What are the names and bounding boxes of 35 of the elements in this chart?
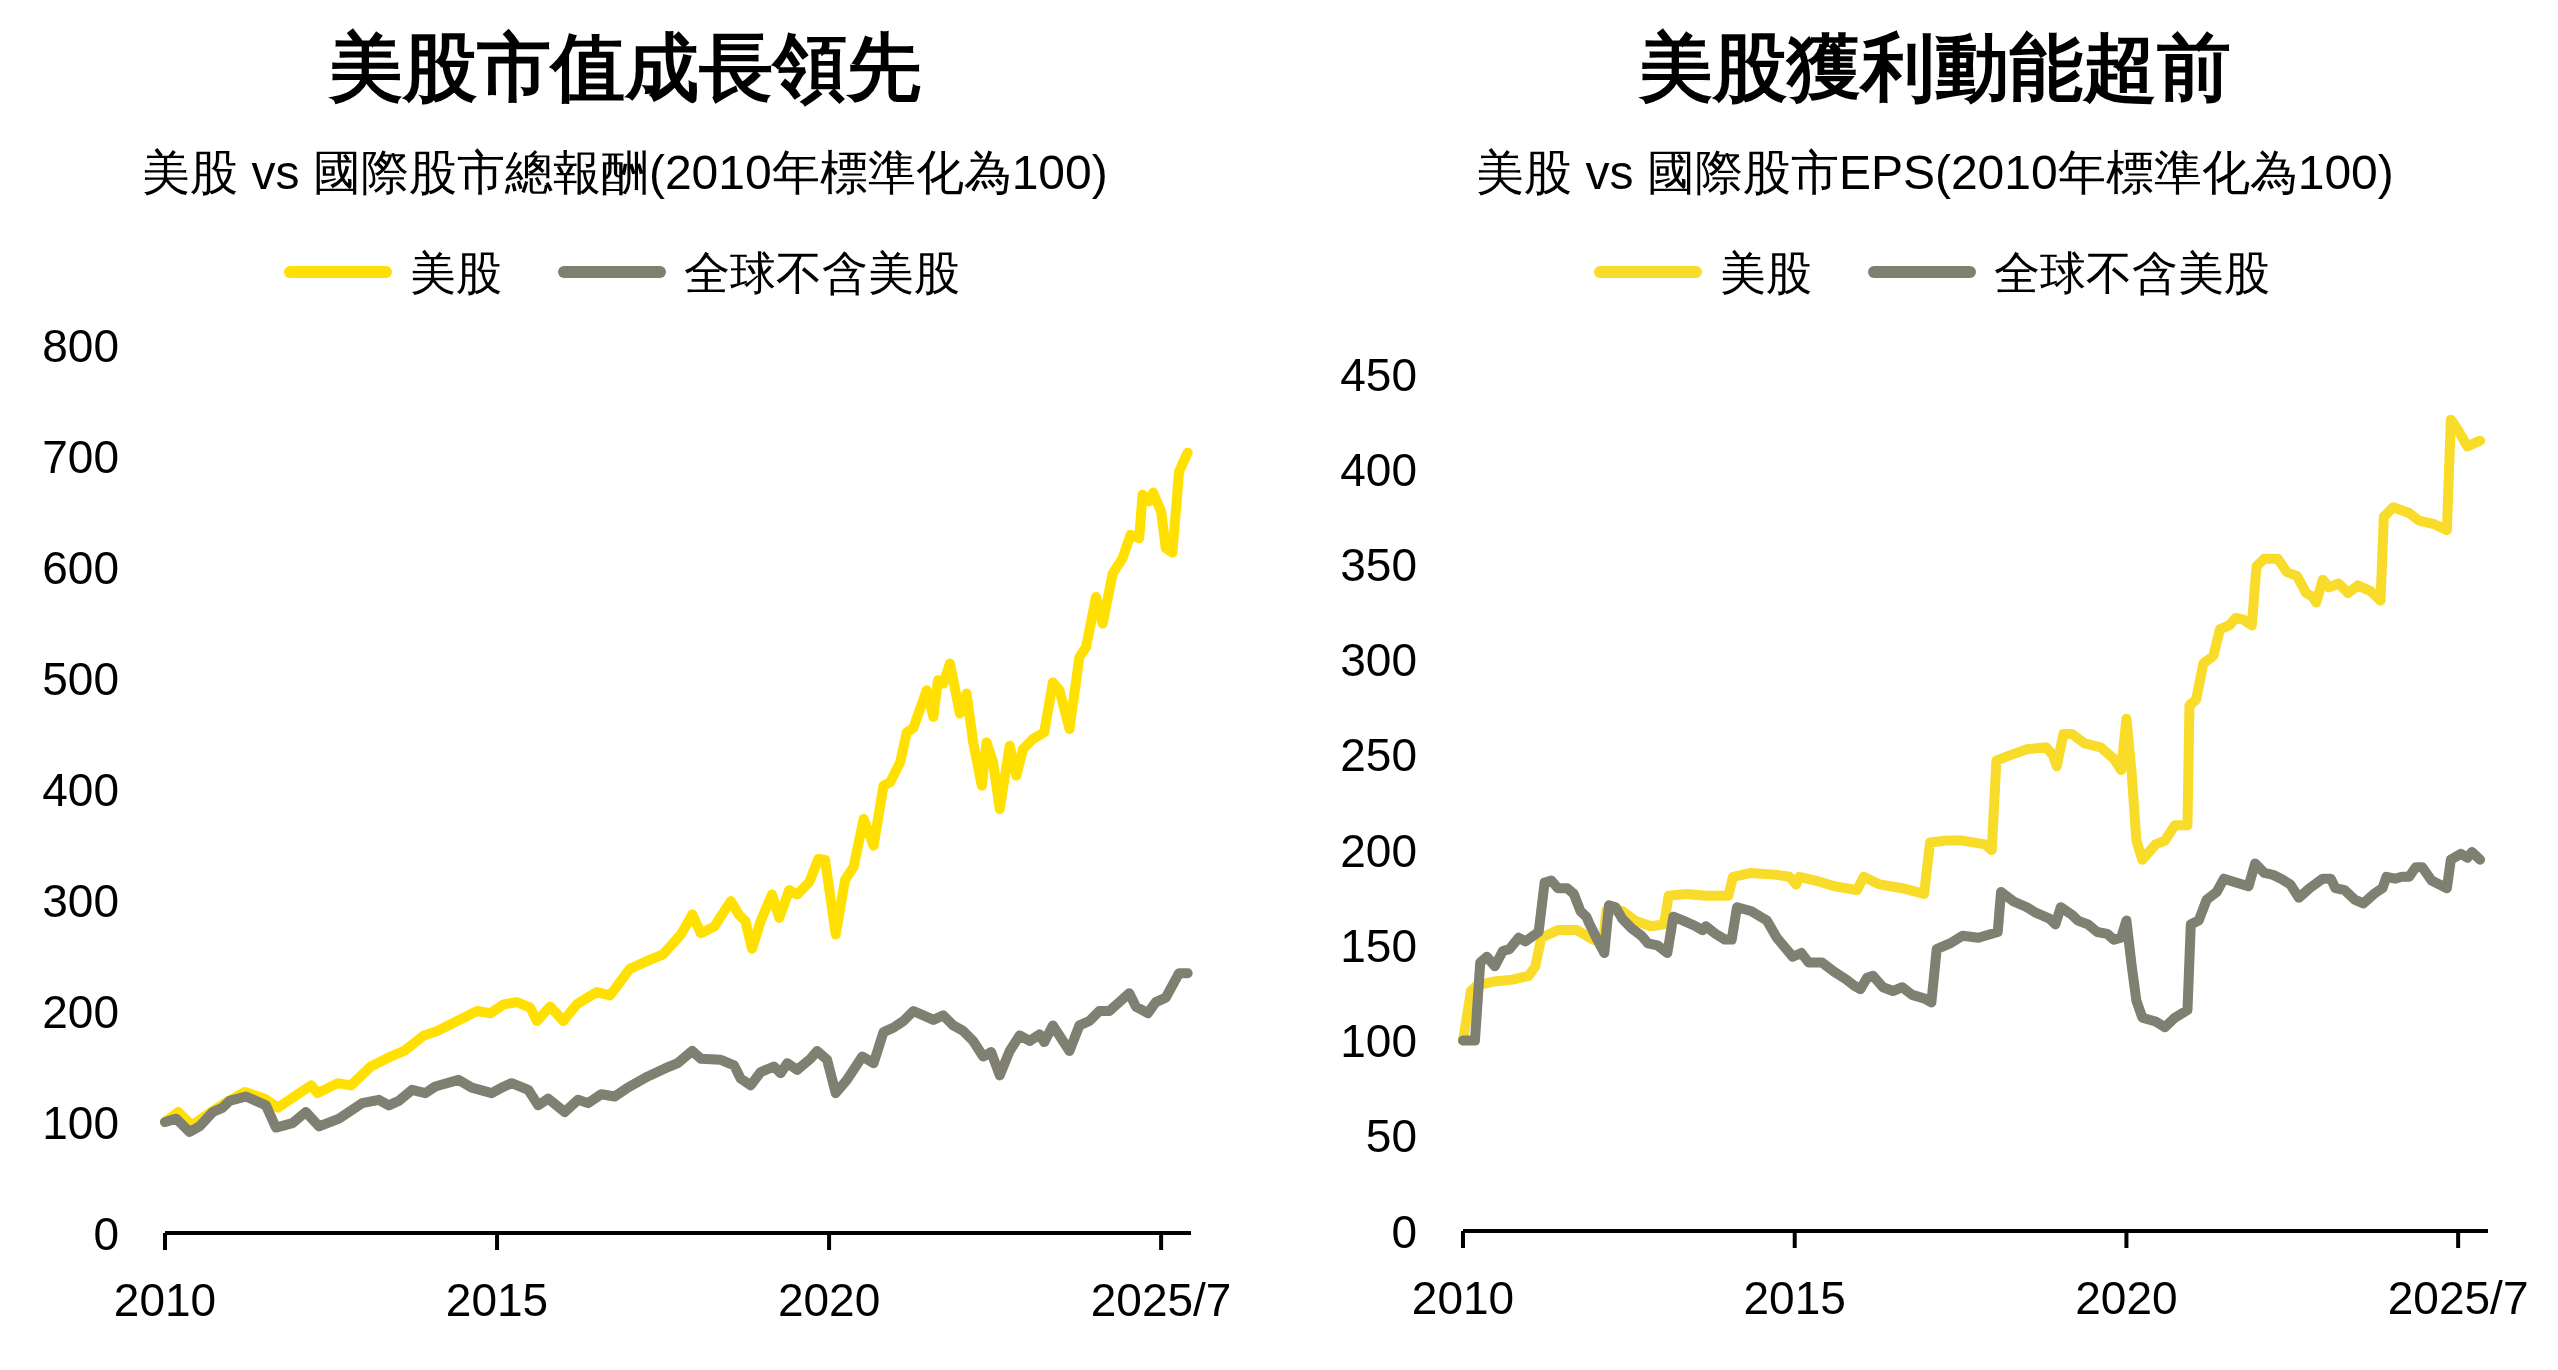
legend-label: 美股: [410, 247, 502, 299]
y-tick-label: 150: [1340, 919, 1417, 972]
y-tick-label: 400: [1340, 443, 1417, 496]
x-tick-label: 2015: [445, 1274, 549, 1326]
y-tick-label: 450: [1340, 348, 1417, 401]
x-tick-label: 2025/7: [1090, 1274, 1232, 1326]
y-tick-label: 400: [42, 763, 119, 816]
y-tick-label: 600: [42, 541, 119, 594]
y-tick-label: 300: [42, 874, 119, 927]
y-tick-label: 700: [42, 430, 119, 483]
y-tick-label: 200: [42, 985, 119, 1038]
legend-label: 美股: [1720, 247, 1812, 299]
y-tick-label: 500: [42, 652, 119, 705]
y-tick-label: 800: [42, 319, 119, 372]
x-tick-label: 2010: [1411, 1272, 1515, 1324]
y-tick-label: 50: [1365, 1110, 1417, 1163]
y-tick-label: 0: [1391, 1205, 1417, 1258]
x-tick-label: 2025/7: [2387, 1272, 2529, 1324]
chart-title: 美股獲利動能超前: [1638, 26, 2231, 109]
chart-title: 美股市值成長領先: [328, 26, 921, 109]
y-tick-label: 100: [42, 1096, 119, 1149]
x-tick-label: 2015: [1743, 1272, 1846, 1324]
y-tick-label: 0: [93, 1207, 119, 1260]
chart-subtitle: 美股 vs 國際股市EPS(2010年標準化為100): [1476, 146, 2394, 199]
chart-subtitle: 美股 vs 國際股市總報酬(2010年標準化為100): [142, 146, 1108, 199]
y-tick-label: 100: [1340, 1015, 1417, 1068]
y-tick-label: 350: [1340, 538, 1417, 591]
x-tick-label: 2020: [777, 1274, 881, 1326]
x-tick-label: 2020: [2075, 1272, 2178, 1324]
y-tick-label: 300: [1340, 634, 1417, 687]
y-tick-label: 250: [1340, 729, 1417, 782]
legend-label: 全球不含美股: [684, 247, 960, 299]
y-tick-label: 200: [1340, 824, 1417, 877]
legend-label: 全球不含美股: [1994, 247, 2270, 299]
x-tick-label: 2010: [113, 1274, 217, 1326]
